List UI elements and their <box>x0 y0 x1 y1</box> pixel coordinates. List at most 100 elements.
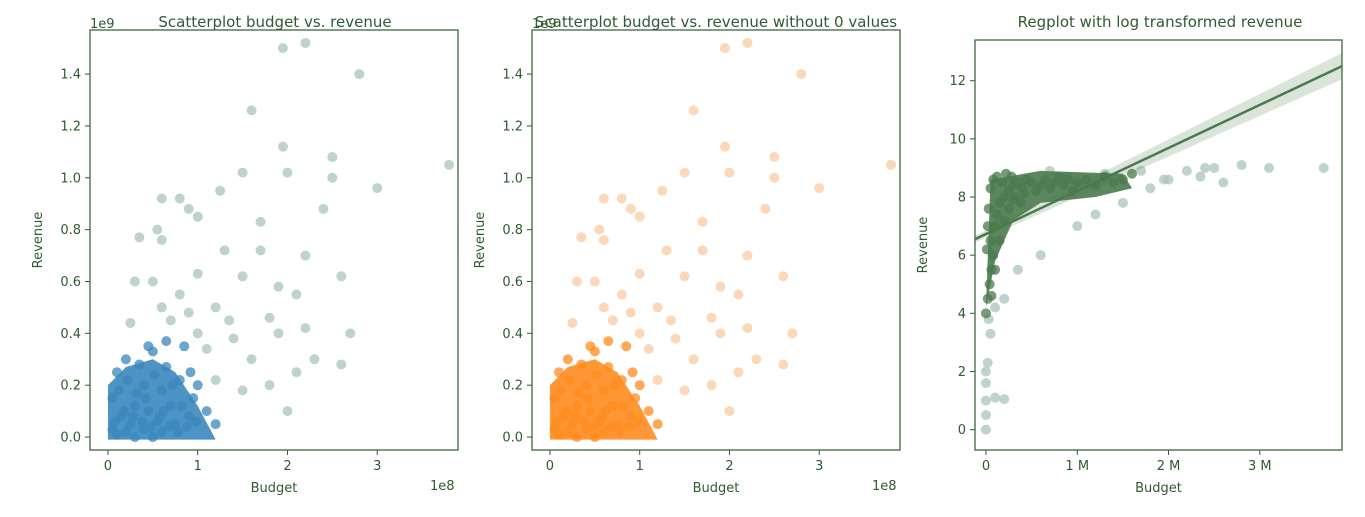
y-tick-label: 0.4 <box>502 327 523 342</box>
data-point <box>1318 162 1329 173</box>
y-tick-label: 0.6 <box>502 275 523 290</box>
data-point <box>549 393 560 404</box>
regression-layer <box>975 53 1342 243</box>
data-point <box>137 416 148 427</box>
y-tick-label: 0.8 <box>502 223 523 238</box>
data-point <box>143 406 154 417</box>
data-point <box>724 406 735 417</box>
data-point <box>616 289 627 300</box>
data-point <box>1117 197 1128 208</box>
data-point <box>985 328 996 339</box>
data-point <box>111 429 122 440</box>
data-point <box>1181 165 1192 176</box>
data-point <box>165 315 176 326</box>
data-point <box>706 312 717 323</box>
data-point <box>192 211 203 222</box>
data-point <box>1158 174 1169 185</box>
data-point <box>291 367 302 378</box>
data-point <box>174 289 185 300</box>
data-point <box>576 232 587 243</box>
data-point <box>570 411 581 422</box>
y-tick-label: 6 <box>958 249 966 264</box>
data-point <box>138 380 149 391</box>
data-point <box>255 245 266 256</box>
data-point <box>237 271 248 282</box>
dense-cluster <box>985 170 1133 308</box>
data-point <box>594 224 605 235</box>
data-point <box>605 421 616 432</box>
data-point <box>742 250 753 261</box>
data-point <box>598 302 609 313</box>
y-tick-label: 1.2 <box>60 119 81 134</box>
y-tick-label: 0.2 <box>502 379 523 394</box>
data-point <box>190 416 201 427</box>
y-tick-label: 8 <box>958 191 966 206</box>
data-point <box>796 69 807 80</box>
data-point <box>156 193 167 204</box>
data-point <box>300 37 311 48</box>
data-point <box>597 411 608 422</box>
y-tick-label: 0.0 <box>502 431 523 446</box>
data-point <box>999 394 1010 405</box>
data-point <box>552 416 563 427</box>
data-point <box>679 271 690 282</box>
data-point <box>980 366 991 377</box>
data-point <box>634 380 645 391</box>
data-point <box>1218 177 1229 188</box>
x-tick-label: 2 M <box>1157 459 1181 474</box>
data-point <box>201 343 212 354</box>
data-point <box>1072 221 1083 232</box>
data-point <box>742 37 753 48</box>
data-point <box>120 426 131 437</box>
data-point <box>585 406 596 417</box>
plot-frame <box>89 29 459 451</box>
data-point <box>188 393 199 404</box>
data-point <box>134 359 145 370</box>
data-point <box>562 426 573 437</box>
data-point <box>1195 171 1206 182</box>
chart-title: Scatterplot budget vs. revenue without 0… <box>535 13 897 31</box>
scatter-panel-without-zero-values: Scatterplot budget vs. revenue without 0… <box>473 13 901 496</box>
data-point <box>990 302 1001 313</box>
data-point <box>149 369 160 380</box>
data-point <box>724 167 735 178</box>
data-point <box>336 271 347 282</box>
x-tick-label: 3 <box>373 459 381 474</box>
data-point <box>146 421 157 432</box>
data-point <box>143 341 154 352</box>
data-point <box>120 354 131 365</box>
x-tick-label: 3 M <box>1248 459 1272 474</box>
data-point <box>632 416 643 427</box>
data-point <box>1200 162 1211 173</box>
data-point <box>228 333 239 344</box>
data-point <box>215 185 226 196</box>
data-point <box>787 328 798 339</box>
data-point <box>719 141 730 152</box>
y-tick-label: 4 <box>958 307 966 322</box>
y-tick-label: 0 <box>958 423 966 438</box>
data-point <box>140 393 151 404</box>
data-point <box>128 411 139 422</box>
data-point <box>163 421 174 432</box>
y-tick-label: 0.2 <box>60 379 81 394</box>
data-point <box>300 250 311 261</box>
data-point <box>1263 162 1274 173</box>
data-point <box>715 281 726 292</box>
data-point <box>614 426 625 437</box>
x-offset-label: 1e8 <box>872 479 897 494</box>
data-point <box>183 203 194 214</box>
x-axis-label: Budget <box>1135 481 1182 496</box>
data-point <box>562 354 573 365</box>
data-point <box>778 359 789 370</box>
y-tick-label: 0.8 <box>60 223 81 238</box>
data-point <box>210 375 221 385</box>
x-tick-label: 1 <box>636 459 644 474</box>
data-point <box>980 424 991 435</box>
data-point <box>183 307 194 318</box>
y-tick-label: 1.4 <box>60 68 81 83</box>
data-point <box>688 105 699 116</box>
data-point <box>176 400 187 411</box>
scatter-panel-budget-vs-revenue: Scatterplot budget vs. revenue Budget Re… <box>31 13 459 496</box>
data-point <box>751 354 762 365</box>
